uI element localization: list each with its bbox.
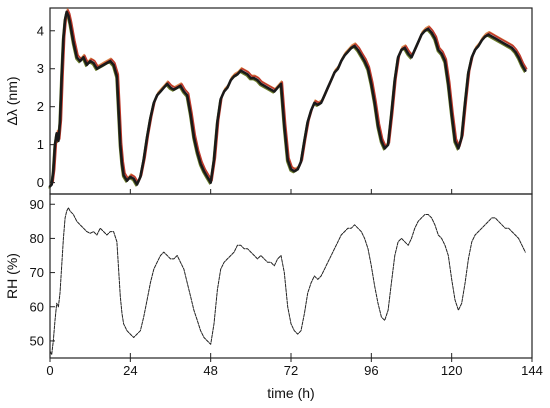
top-y-tick-label: 0 <box>37 175 44 190</box>
top-series-line-0 <box>48 10 527 188</box>
bottom-x-tick-label: 48 <box>203 363 217 378</box>
top-y-ticks: 0 1 2 3 4 <box>37 23 55 190</box>
top-y-tick-label: 3 <box>37 61 44 76</box>
top-y-tick-label: 1 <box>37 137 44 152</box>
bottom-plot-frame <box>49 193 533 359</box>
bottom-x-tick-label: 144 <box>521 363 543 378</box>
bottom-panel: 50 60 70 80 90 0 24 48 72 96 120 144 RH (%) time (… <box>4 193 543 401</box>
bottom-series-line-0 <box>49 207 526 356</box>
bottom-x-ticks: 0 24 48 72 96 120 144 <box>46 353 543 378</box>
top-x-ticks <box>49 189 533 194</box>
x-axis-label: time (h) <box>267 385 314 401</box>
top-y-tick-label: 2 <box>37 99 44 114</box>
bottom-x-tick-label: 72 <box>284 363 298 378</box>
bottom-y-tick-label: 50 <box>30 333 44 348</box>
bottom-y-tick-label: 80 <box>30 231 44 246</box>
bottom-x-tick-label: 120 <box>441 363 463 378</box>
bottom-x-tick-label: 96 <box>364 363 378 378</box>
bottom-series-group <box>49 207 526 356</box>
bottom-y-ticks: 50 60 70 80 90 <box>30 197 55 348</box>
top-y-tick-label: 4 <box>37 23 44 38</box>
top-series-group <box>48 8 528 189</box>
top-y-axis-label: Δλ (nm) <box>4 76 20 125</box>
top-series-line-2 <box>48 12 525 189</box>
bottom-x-tick-label: 0 <box>46 363 53 378</box>
top-panel: 0 1 2 3 4 Δλ (nm) <box>4 7 533 195</box>
bottom-y-tick-label: 90 <box>30 197 44 212</box>
bottom-y-tick-label: 60 <box>30 299 44 314</box>
bottom-y-tick-label: 70 <box>30 265 44 280</box>
bottom-y-axis-label: RH (%) <box>4 253 20 299</box>
bottom-x-tick-label: 24 <box>123 363 137 378</box>
